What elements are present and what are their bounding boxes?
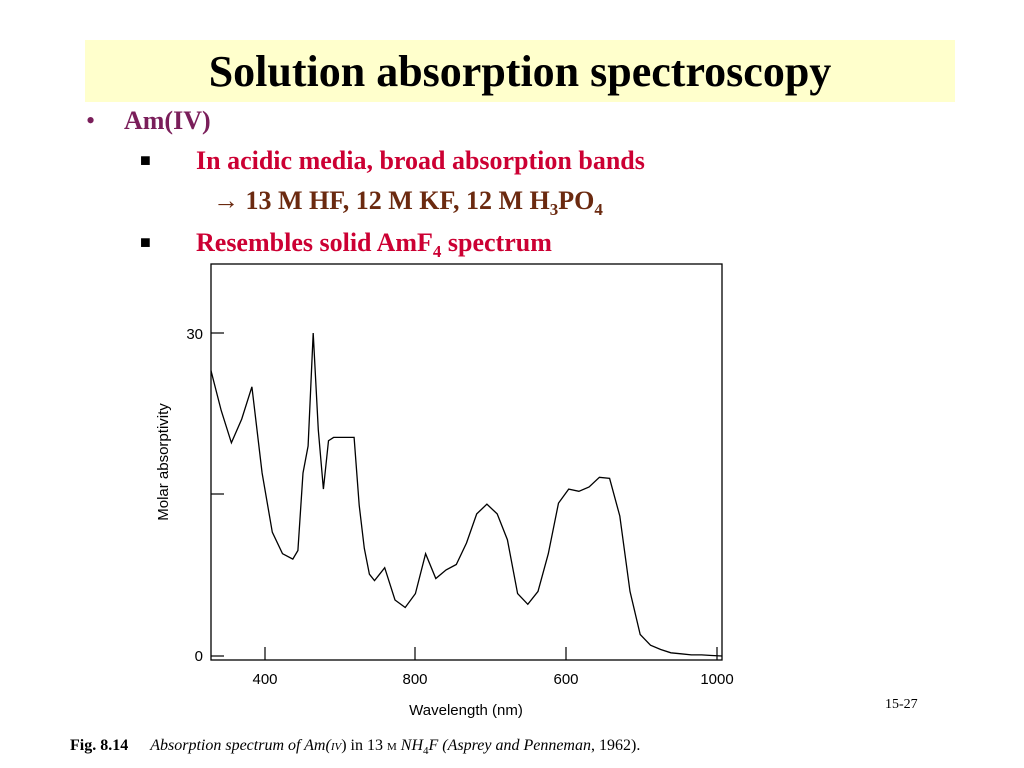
bullet-square-icon: ■ xyxy=(140,232,151,252)
y-tick-label-30: 30 xyxy=(186,326,203,343)
resembles-text: Resembles solid AmF xyxy=(196,228,433,257)
slide-title: Solution absorption spectroscopy xyxy=(208,46,832,96)
media-sub-4: 4 xyxy=(594,200,603,220)
caption-part3: ) in 13 xyxy=(341,737,387,754)
bullet-acidic-text: In acidic media, broad absorption bands xyxy=(196,146,645,175)
media-mid: PO xyxy=(558,186,595,215)
spectrum-line xyxy=(210,332,723,657)
caption-description: Absorption spectrum of Am(iv) in 13 m NH… xyxy=(150,737,641,758)
x-tick-label-800: 800 xyxy=(402,671,427,688)
x-tick-label-600: 600 xyxy=(553,671,578,688)
bullet-square-icon: ■ xyxy=(140,150,151,170)
media-sub-3: 3 xyxy=(549,200,559,220)
caption-part2: iv xyxy=(330,737,342,754)
bullet-dot-icon: • xyxy=(86,106,96,135)
caption-part8: Asprey and Penneman xyxy=(447,737,591,754)
bullet-level2-resembles: ■ Resembles solid AmF4 spectrum xyxy=(140,228,552,258)
caption-fig-label: Fig. 8.14 xyxy=(70,737,129,754)
bullet-am-iv: Am(IV) xyxy=(124,106,211,135)
x-tick-label-1000: 1000 xyxy=(700,671,733,688)
x-axis-label: Wavelength (nm) xyxy=(409,702,523,719)
caption-part1: Absorption spectrum of Am( xyxy=(150,737,331,754)
title-banner: Solution absorption spectroscopy xyxy=(85,40,955,102)
arrow-icon: → xyxy=(213,186,239,215)
resembles-suffix: spectrum xyxy=(441,228,552,257)
plot-frame xyxy=(210,263,723,661)
x-tick-label-400: 400 xyxy=(252,671,277,688)
y-ticks xyxy=(211,332,224,657)
media-prefix: 13 M HF, 12 M KF, 12 M H xyxy=(245,186,550,215)
figure-caption: Fig. 8.14 Absorption spectrum of Am(iv) i… xyxy=(70,737,640,757)
caption-part6: 4 xyxy=(423,745,429,758)
caption-part5: NH xyxy=(396,737,423,754)
caption-part4: m xyxy=(386,737,397,754)
caption-part7: F ( xyxy=(428,737,448,754)
caption-part9: , 1962). xyxy=(590,737,641,754)
page-number: 15-27 xyxy=(885,697,918,712)
x-ticks xyxy=(264,647,718,660)
y-tick-label-0: 0 xyxy=(195,648,203,665)
bullet-level2-acidic: ■ In acidic media, broad absorption bands xyxy=(140,146,645,176)
bullet-level1: • Am(IV) xyxy=(86,106,211,136)
resembles-sub: 4 xyxy=(432,242,442,258)
bullet-level3-media: → 13 M HF, 12 M KF, 12 M H3PO4 xyxy=(213,186,603,220)
y-axis-label: Molar absorptivity xyxy=(155,403,172,521)
